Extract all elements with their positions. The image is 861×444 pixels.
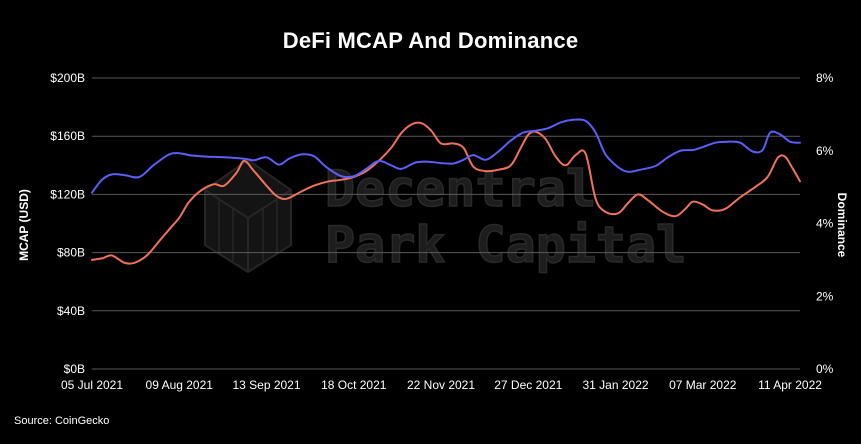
- right-tick-label: 6%: [816, 144, 834, 158]
- x-tick-label: 22 Nov 2021: [407, 378, 475, 392]
- x-tick-label: 05 Jul 2021: [61, 378, 123, 392]
- right-axis-ticks: 0% 2% 4% 6% 8%: [816, 71, 834, 376]
- right-tick-label: 8%: [816, 71, 834, 85]
- watermark: Decentral Park Capital: [204, 158, 687, 275]
- left-axis-ticks: $0B $40B $80B $120B $160B $200B: [50, 71, 85, 376]
- right-tick-label: 4%: [816, 217, 834, 231]
- gridlines: [92, 77, 800, 370]
- left-axis-title: MCAP (USD): [17, 189, 31, 261]
- left-tick-label: $120B: [50, 187, 85, 201]
- x-axis-ticks: 05 Jul 2021 09 Aug 2021 13 Sep 2021 18 Oct …: [61, 378, 822, 392]
- x-tick-label: 11 Apr 2022: [758, 378, 822, 392]
- right-axis-title: Dominance: [835, 193, 849, 258]
- x-tick-label: 13 Sep 2021: [232, 378, 300, 392]
- chart-title: DeFi MCAP And Dominance: [282, 28, 579, 53]
- x-tick-label: 18 Oct 2021: [321, 378, 387, 392]
- left-tick-label: $160B: [50, 129, 85, 143]
- left-tick-label: $0B: [64, 362, 85, 376]
- right-tick-label: 2%: [816, 289, 834, 303]
- x-tick-label: 31 Jan 2022: [582, 378, 648, 392]
- series-lines: [91, 118, 801, 265]
- watermark-line-2: Park Capital: [325, 216, 686, 274]
- watermark-logo-icon: [204, 158, 292, 274]
- watermark-line-1: Decentral: [325, 160, 596, 218]
- x-tick-label: 09 Aug 2021: [146, 378, 214, 392]
- x-tick-label: 07 Mar 2022: [669, 378, 737, 392]
- left-tick-label: $200B: [50, 71, 85, 85]
- series-line-dominance: [91, 118, 801, 194]
- left-tick-label: $40B: [57, 304, 85, 318]
- right-tick-label: 0%: [816, 362, 834, 376]
- left-tick-label: $80B: [57, 246, 85, 260]
- source-note: Source: CoinGecko: [14, 415, 110, 427]
- x-tick-label: 27 Dec 2021: [494, 378, 562, 392]
- series-line-mcap: [91, 121, 801, 265]
